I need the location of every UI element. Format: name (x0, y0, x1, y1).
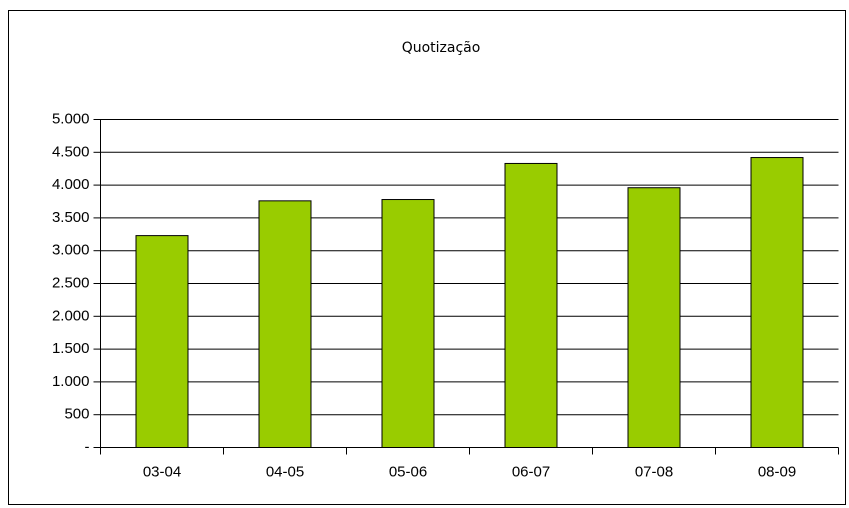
y-tick-label: 3.000 (52, 242, 90, 259)
y-tick-label: 1.500 (52, 340, 90, 357)
bar (381, 199, 435, 448)
y-tick-label: - (85, 438, 90, 455)
bar (135, 235, 189, 448)
bar (750, 157, 804, 448)
bar (627, 187, 681, 448)
y-tick-label: 2.000 (52, 307, 90, 324)
y-tick-label: 3.500 (52, 209, 90, 226)
x-tick-label: 04-05 (266, 463, 304, 480)
bar (258, 200, 312, 448)
x-tick-label: 08-09 (758, 463, 796, 480)
x-tick-label: 03-04 (143, 463, 181, 480)
y-tick-label: 4.500 (52, 143, 90, 160)
y-tick-label: 4.000 (52, 176, 90, 193)
chart-title: Quotização (402, 40, 481, 56)
x-tick-label: 05-06 (389, 463, 427, 480)
y-tick-label: 1.000 (52, 373, 90, 390)
x-tick-label: 07-08 (635, 463, 673, 480)
y-tick-label: 2.500 (52, 274, 90, 291)
y-tick-label: 500 (64, 406, 89, 423)
x-tick-label: 06-07 (512, 463, 550, 480)
y-tick-label: 5.000 (52, 110, 90, 127)
bar (504, 162, 558, 448)
